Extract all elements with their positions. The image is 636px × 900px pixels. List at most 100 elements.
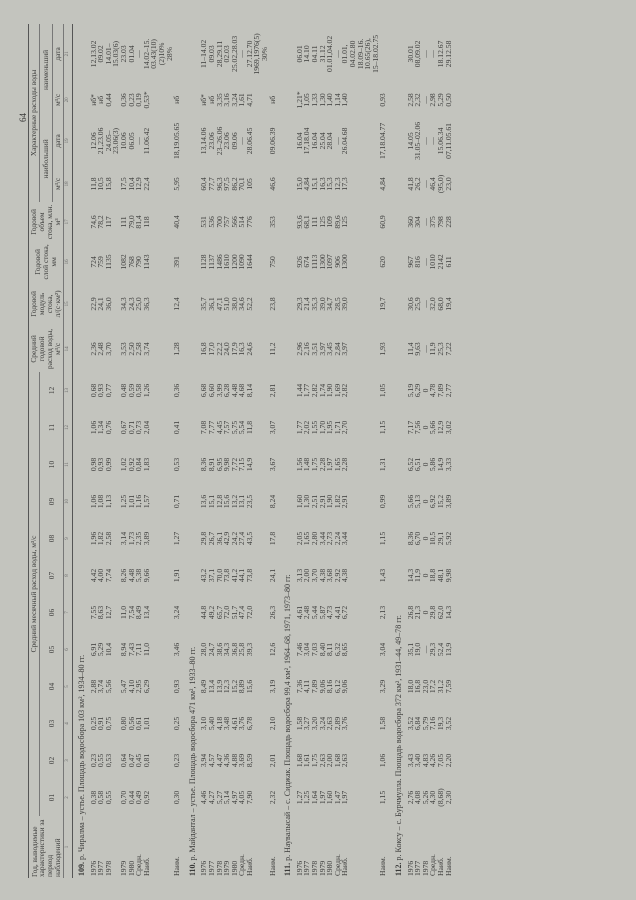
row-label: Наим. (443, 856, 453, 876)
cell-volume: 125 (340, 216, 350, 228)
cell-mean: 3,74 (141, 342, 151, 356)
header-month: 12 (46, 386, 56, 395)
monthly-value: 2,04 (141, 420, 151, 435)
table-row: Наиб. 7,90 8,59 6,78 15,6 39,3 72,0 73,8 43,5 23,… (244, 24, 269, 878)
cell-layer: 1644 (244, 254, 254, 270)
monthly-value: 0,93 (172, 679, 182, 694)
monthly-value: 0,53 (103, 753, 113, 768)
monthly-value: 2,70 (340, 420, 350, 435)
monthly-value: 1,57 (141, 494, 151, 509)
monthly-value: 1,01 (141, 716, 151, 731)
cell-mean: 3,70 (103, 342, 113, 356)
column-number: 21 (63, 23, 73, 84)
cell-modulus: 19,4 (443, 297, 453, 311)
cell-modulus: 52,2 (244, 297, 254, 311)
monthly-value: 3,33 (443, 457, 453, 472)
cell-mean: 1,93 (378, 342, 388, 356)
table-row: 1979 0,70 0,64 0,80 5,47 8,94 11,0 8,26 3,14 1,25… (119, 24, 128, 878)
monthly-value: 3,44 (340, 531, 350, 546)
monthly-value: 3,07 (267, 420, 277, 435)
header-month: 08 (46, 534, 56, 543)
monthly-value: 1,15 (378, 790, 388, 805)
cell-max-q: 5,95 (172, 177, 182, 191)
column-number: 10 (63, 483, 73, 520)
monthly-value: 0,25 (172, 716, 182, 731)
row-label: Наим. (378, 856, 388, 876)
monthly-value: 8,14 (244, 383, 254, 398)
monthly-value: 3,19 (267, 679, 277, 694)
monthly-value: 14,9 (244, 457, 254, 472)
table-row: 1978 0,55 0,53 0,75 5,56 10,4 12,7 7,74 2,58 1,13… (103, 24, 121, 878)
column-number: 14 (63, 325, 73, 372)
cell-max-date: 11.06.42 (141, 127, 151, 155)
cell-layer: 1135 (103, 254, 113, 270)
cell-layer: 620 (378, 256, 388, 268)
monthly-value: 24,1 (267, 568, 277, 583)
monthly-value: 8,24 (267, 494, 277, 509)
monthly-value: 11,8 (244, 421, 254, 435)
monthly-value: 1,31 (378, 457, 388, 472)
monthly-value: 0,77 (103, 383, 113, 398)
table-row: 1980 4,97 4,88 4,61 15,2 36,8 51,7 41,2 24,2 13,2… (230, 24, 239, 878)
cell-min-q: 0,53* (141, 91, 151, 109)
column-number: 1 (63, 816, 73, 878)
monthly-value: 4,38 (340, 568, 350, 583)
monthly-value: 17,8 (267, 531, 277, 546)
cell-modulus: 39,0 (340, 297, 350, 311)
cell-mean: 11,2 (267, 342, 277, 356)
column-number: 19 (63, 115, 73, 166)
cell-modulus: 19,7 (378, 297, 388, 311)
table-row: Наим. 0,30 0,23 0,25 0,93 3,46 3,24 1,91 1,27 0,7… (172, 24, 184, 878)
header-month: 07 (46, 571, 56, 580)
cell-volume: 353 (267, 216, 277, 228)
cell-volume: 118 (141, 216, 151, 228)
cell-max-q: 23,0 (443, 177, 453, 191)
header-month: 03 (46, 719, 56, 728)
monthly-value: 2,58 (103, 531, 113, 546)
column-number: 3 (63, 742, 73, 779)
monthly-value: 9,98 (443, 568, 453, 583)
monthly-value: 6,72 (340, 605, 350, 620)
monthly-value: 72,0 (244, 605, 254, 620)
section-title-row: 110. р. Майдантал – устье. Площадь водос… (184, 24, 201, 878)
header-volume: Годовой объем стока, млн. м³ (28, 201, 64, 242)
monthly-value: 6,78 (244, 716, 254, 731)
section-title: 109. р. Чиралма – устье. Площадь водосбо… (73, 24, 90, 878)
column-number: 5 (63, 668, 73, 705)
column-number: 2 (63, 779, 73, 816)
header-month: 10 (46, 460, 56, 469)
monthly-value: 26,3 (267, 605, 277, 620)
monthly-value: 2,20 (443, 753, 453, 768)
table-row: Наиб. 0,92 0,81 1,01 6,29 11,0 13,4 9,66 3,89 1,5… (141, 24, 174, 878)
section-number: 111. (283, 862, 293, 876)
cell-min-date: 29.12.58 (443, 40, 453, 68)
monthly-value: 2,82 (340, 383, 350, 398)
row-label: Наиб. (340, 857, 350, 876)
monthly-value: 2,01 (267, 753, 277, 768)
header-layer: Годовой слой стока, мм (28, 241, 64, 282)
cell-max-q: 46,6 (267, 177, 277, 191)
monthly-value: 0,55 (103, 790, 113, 805)
cell-min-date (173, 24, 184, 84)
table-row: 1979 5,14 4,36 3,48 12,3 34,3 72,0 73,8 42,9 15,6… (222, 24, 231, 878)
column-number: 7 (63, 594, 73, 631)
column-number: 9 (63, 520, 73, 557)
monthly-value: 15,6 (244, 679, 254, 694)
column-number: 6 (63, 631, 73, 668)
column-number: 17 (63, 201, 73, 242)
cell-min-q: 1,40 (340, 93, 350, 107)
header-month: 06 (46, 608, 56, 617)
monthly-value: 1,15 (378, 420, 388, 435)
monthly-value: 3,02 (443, 420, 453, 435)
row-label: Наим. (172, 856, 182, 876)
column-number: 11 (63, 446, 73, 483)
section-number: 110. (187, 862, 197, 876)
header-year: Год, выводимые характеристики за период … (28, 816, 64, 878)
monthly-value: 2,81 (267, 383, 277, 398)
header-characteristic-group: Характерные расходы воды (28, 23, 40, 202)
cell-layer: 1300 (340, 254, 350, 270)
monthly-value: 9,66 (141, 568, 151, 583)
monthly-value: 0,36 (172, 383, 182, 398)
row-label: Наиб. (244, 857, 254, 876)
header-monthly-group: Средний месячный расход воды, м³/с (28, 371, 40, 816)
